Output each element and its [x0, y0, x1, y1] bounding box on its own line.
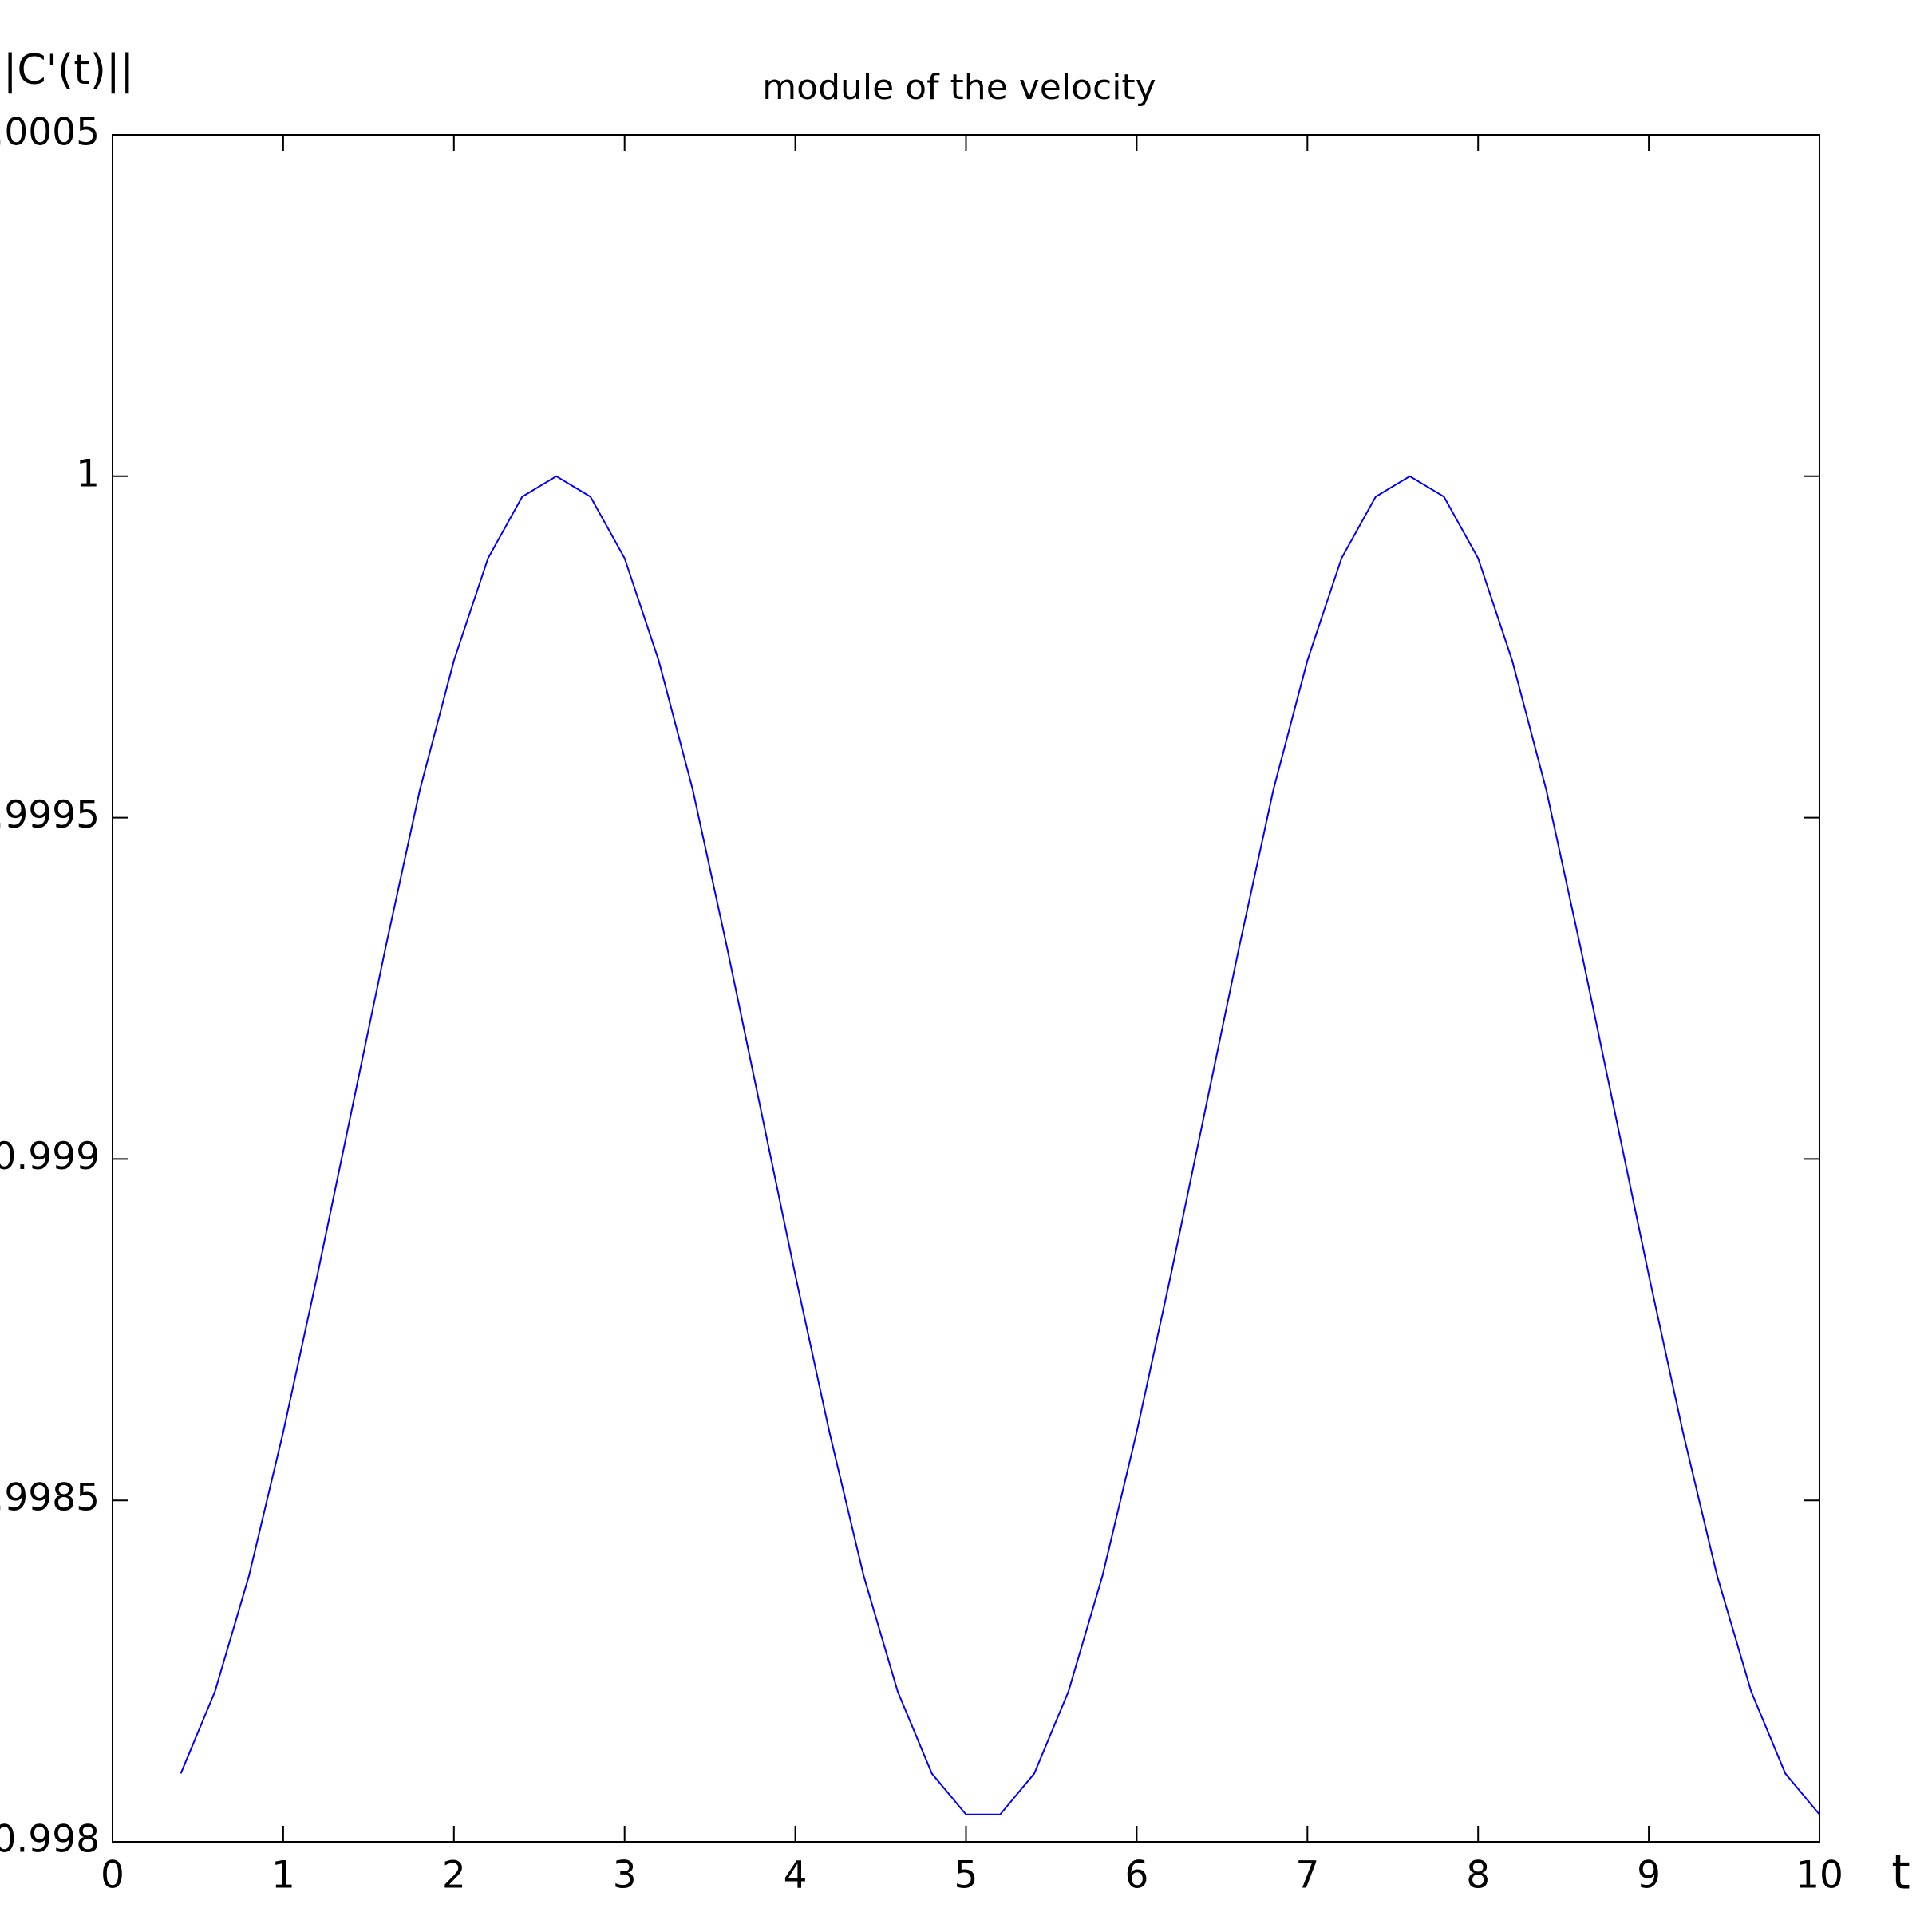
y-axis-label: ||C'(t)|| [0, 46, 134, 94]
plot-frame [112, 134, 1820, 1843]
x-tick-label: 4 [784, 1854, 808, 1898]
y-tick-label: 1.0005 [0, 111, 100, 155]
x-tick-label: 0 [101, 1854, 124, 1898]
x-tick-label: 1 [271, 1854, 295, 1898]
x-tick-label: 3 [613, 1854, 637, 1898]
x-tick-label: 10 [1796, 1854, 1843, 1898]
x-tick-label: 2 [442, 1854, 466, 1898]
chart-title: module of the velocity [762, 67, 1156, 108]
y-tick-label: 0.999 [0, 1135, 100, 1179]
y-tick-label: 0.9995 [0, 793, 100, 837]
y-tick-label: 0.9985 [0, 1476, 100, 1520]
x-tick-label: 8 [1466, 1854, 1490, 1898]
x-tick-label: 5 [954, 1854, 978, 1898]
x-tick-label: 6 [1124, 1854, 1148, 1898]
x-axis-label: t [1891, 1845, 1910, 1901]
y-tick-label: 0.998 [0, 1818, 100, 1862]
x-tick-label: 9 [1637, 1854, 1661, 1898]
x-tick-label: 7 [1295, 1854, 1319, 1898]
y-tick-label: 1 [76, 452, 100, 496]
data-line [180, 475, 1820, 1815]
